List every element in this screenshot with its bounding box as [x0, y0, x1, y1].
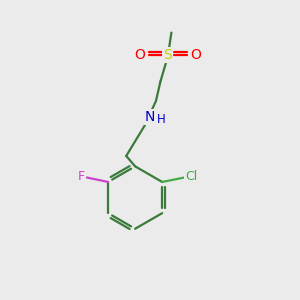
- Text: H: H: [157, 113, 166, 126]
- Text: Cl: Cl: [185, 169, 197, 182]
- Text: S: S: [164, 48, 172, 62]
- Text: O: O: [134, 48, 145, 62]
- Text: O: O: [190, 48, 201, 62]
- Text: N: N: [145, 110, 155, 124]
- Text: F: F: [78, 169, 85, 182]
